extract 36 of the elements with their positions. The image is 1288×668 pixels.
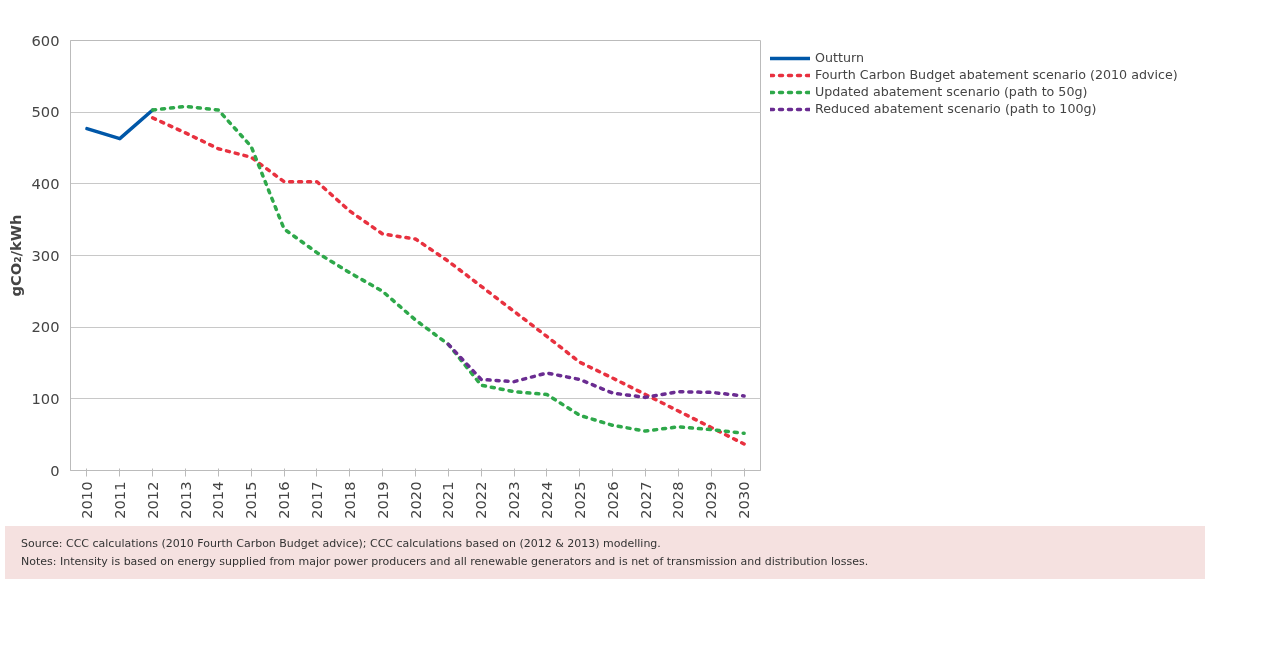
legend-label: Fourth Carbon Budget abatement scenario (2010 advice) (815, 67, 1178, 82)
y-tick-label: 200 (31, 318, 60, 336)
x-tick-label: 2024 (537, 481, 555, 519)
x-tick-label: 2021 (439, 481, 457, 519)
y-axis-title: gCO₂/kWh (6, 214, 24, 297)
x-tick-label: 2030 (735, 481, 753, 519)
y-tick-label: 100 (31, 389, 60, 407)
x-tick-label: 2020 (406, 481, 424, 519)
legend-label: Outturn (815, 50, 864, 65)
x-tick-label: 2012 (143, 481, 161, 519)
x-tick-label: 2027 (636, 481, 654, 519)
y-tick-label: 300 (31, 246, 60, 264)
x-tick-label: 2025 (570, 481, 588, 519)
y-tick-label: 0 (50, 461, 60, 479)
y-tick-label: 400 (31, 174, 60, 192)
x-tick-label: 2019 (373, 481, 391, 519)
y-tick-label: 600 (31, 31, 60, 49)
x-tick-label: 2023 (505, 481, 523, 519)
x-tick-label: 2018 (340, 481, 358, 519)
x-tick-label: 2029 (702, 481, 720, 519)
line-series (446, 342, 746, 400)
x-tick-label: 2014 (209, 481, 227, 519)
x-tick-label: 2016 (275, 481, 293, 519)
y-tick-label: 500 (31, 103, 60, 121)
x-tick-label: 2026 (603, 481, 621, 519)
x-tick-label: 2017 (307, 481, 325, 519)
text: Notes: Intensity is based on energy supplied from major power producers and all renewable generators and is net of transmission and distribution losses. (21, 553, 869, 570)
x-tick-label: 2011 (110, 481, 128, 519)
legend-label: Updated abatement scenario (path to 50g) (815, 84, 1088, 99)
legend-label: Reduced abatement scenario (path to 100g) (815, 101, 1097, 116)
source-note: Source: CCC calculations (2010 Fourth Carbon Budget advice); CCC calculations based on (2012 & 2013) modelling. (21, 536, 662, 552)
x-tick-label: 2015 (242, 481, 260, 519)
x-tick-label: 2022 (472, 481, 490, 519)
x-tick-label: 2013 (176, 481, 194, 519)
x-tick-label: 2028 (669, 481, 687, 519)
x-tick-label: 2010 (77, 481, 95, 519)
